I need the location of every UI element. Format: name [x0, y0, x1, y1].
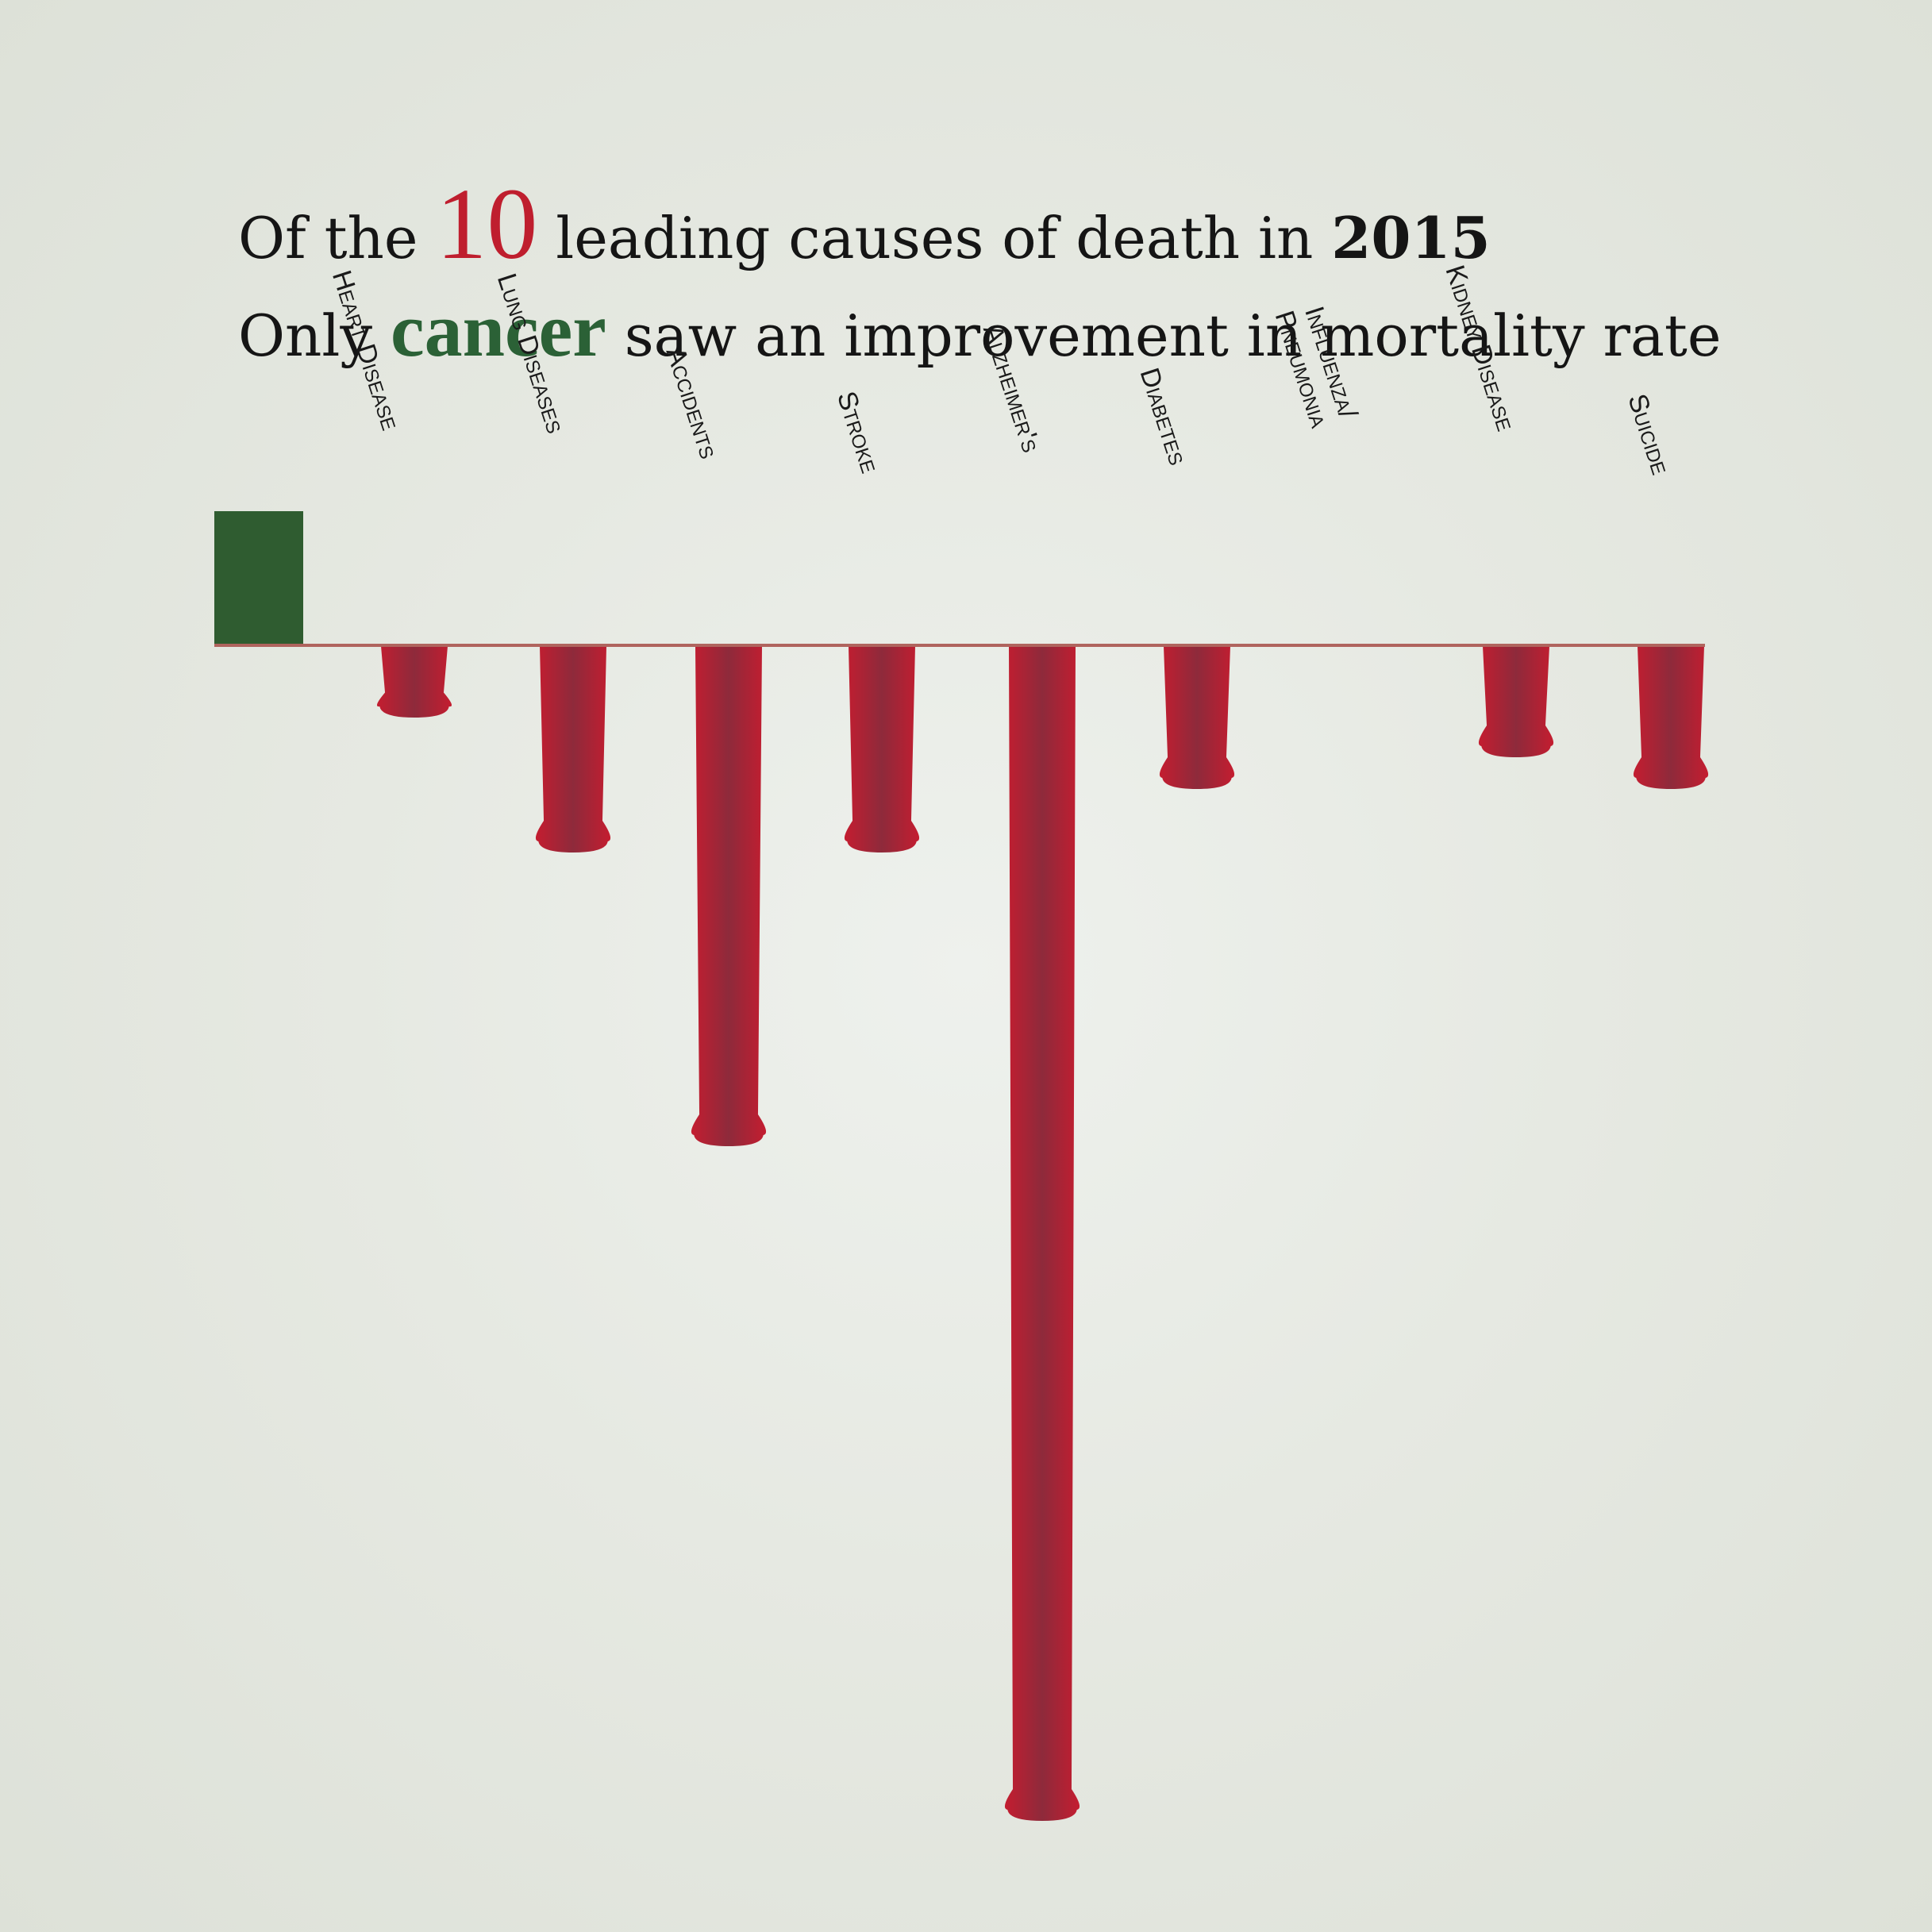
headline-text-of-the: Of the — [238, 205, 418, 271]
category-label-alzheimer-s: Alzheimer's — [977, 321, 1047, 456]
category-label-lung-diseases: Lung Diseases — [491, 270, 572, 437]
category-label-accidents: Accidents — [660, 343, 724, 462]
bar-accidents — [691, 646, 767, 1146]
category-label-suicide: Suicide — [1622, 391, 1676, 479]
headline-line-2: Only cancer saw an improvement in mortal… — [238, 292, 1721, 368]
bar-alzheimer-s — [1004, 646, 1080, 1821]
headline-year: 2015 — [1331, 204, 1491, 271]
zero-baseline — [214, 644, 1705, 647]
bar-stroke — [844, 646, 920, 852]
headline-text-only: Only — [238, 302, 373, 369]
headline-line-1: Of the 10 leading causes of death in 201… — [238, 173, 1491, 275]
bar-heart-disease — [376, 646, 452, 718]
bar-lung-diseases — [535, 646, 611, 852]
category-label-influenza-pneumonia: Influenza/Pneumonia — [1269, 298, 1364, 431]
category-labels: Heart Disease Lung Diseases Accidents Strok… — [326, 262, 1676, 479]
bar-kidney-disease — [1478, 646, 1554, 757]
headline-number-ten: 10 — [436, 167, 538, 280]
category-label-stroke: Stroke — [831, 388, 886, 477]
category-label-diabetes: Diabetes — [1133, 364, 1193, 469]
bar-suicide — [1633, 646, 1709, 789]
category-label-heart-disease: Heart Disease — [326, 267, 406, 433]
category-label-kidney-disease: Kidney Disease — [1439, 262, 1521, 435]
bar-diabetes — [1159, 646, 1235, 789]
bars-layer — [214, 511, 1709, 1821]
headline-highlight-cancer: cancer — [391, 287, 606, 372]
bar-category-0 — [214, 511, 303, 646]
headline-text-improvement: saw an improvement in mortality rate — [624, 302, 1722, 369]
headline-text-leading-causes: leading causes of death in — [556, 205, 1314, 271]
